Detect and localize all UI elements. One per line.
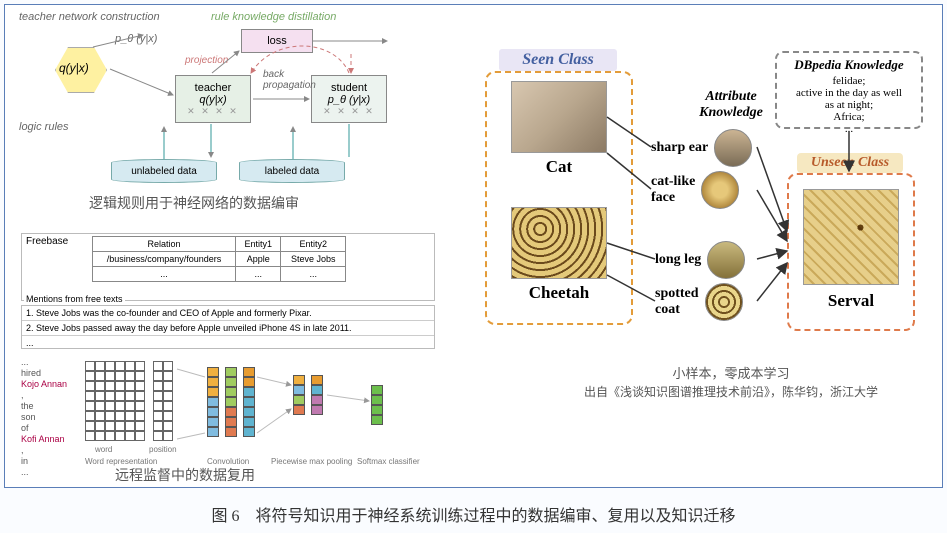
tl-arrows <box>15 11 445 201</box>
cnn-area: ...hiredKojo Annan, thesonofKofi Annan ,… <box>21 357 435 465</box>
cnn-arrows <box>21 357 435 467</box>
axis-softmax: Softmax classifier <box>357 457 420 466</box>
serval-label: Serval <box>801 291 901 311</box>
bottomleft-caption: 远程监督中的数据复用 <box>115 465 255 485</box>
serval-block: Serval <box>801 189 901 311</box>
figure-border: teacher network construction rule knowle… <box>4 4 943 488</box>
mention-2: 2. Steve Jobs passed away the day before… <box>22 321 434 336</box>
topleft-caption: 逻辑规则用于神经网络的数据编审 <box>89 193 299 213</box>
seen-title: Seen Class <box>499 49 617 71</box>
attr-sharp-ear: sharp ear <box>651 129 752 167</box>
long-leg-thumb <box>707 241 745 279</box>
td-entity1: Apple <box>236 252 281 267</box>
serval-image <box>803 189 899 285</box>
cheetah-image <box>511 207 607 279</box>
dbpedia-title: DBpedia Knowledge <box>781 57 917 73</box>
th-relation: Relation <box>93 237 236 252</box>
right-caption: 小样本，零成本学习 出自《浅谈知识图谱推理技术前沿》，陈华钧，浙江大学 <box>561 365 901 401</box>
freebase-table: Relation Entity1 Entity2 /business/compa… <box>92 236 346 282</box>
long-leg-label: long leg <box>655 252 701 268</box>
mentions-frame: Mentions from free texts 1. Steve Jobs w… <box>21 305 435 349</box>
td-dots2: ... <box>236 267 281 282</box>
th-entity2: Entity2 <box>281 237 346 252</box>
cat-label: Cat <box>507 157 611 177</box>
spotted-thumb <box>705 283 743 321</box>
axis-pool: Piecewise max pooling <box>271 457 352 466</box>
cat-face-thumb <box>701 171 739 209</box>
td-entity2: Steve Jobs <box>281 252 346 267</box>
mention-dots: ... <box>22 336 434 350</box>
td-dots1: ... <box>93 267 236 282</box>
right-caption-line1: 小样本，零成本学习 <box>561 365 901 383</box>
sharp-ear-label: sharp ear <box>651 140 708 156</box>
attribute-knowledge-title: Attribute Knowledge <box>691 89 771 121</box>
cat-face-label: cat-like face <box>651 174 695 206</box>
attr-long-leg: long leg <box>655 241 745 279</box>
mention-1: 1. Steve Jobs was the co-founder and CEO… <box>22 306 434 321</box>
cat-image <box>511 81 607 153</box>
unseen-title: Unseen Class <box>797 153 903 173</box>
axis-word: word <box>95 445 112 454</box>
attr-cat-face: cat-like face <box>651 171 739 209</box>
freebase-title: Freebase <box>26 236 68 247</box>
zero-shot-diagram: Seen Class Cat Cheetah Attribute Knowled… <box>477 45 929 375</box>
teacher-student-diagram: teacher network construction rule knowle… <box>15 11 443 199</box>
cat-block: Cat <box>507 81 611 177</box>
dbpedia-body: felidae; active in the day as well as at… <box>781 75 917 135</box>
mentions-title: Mentions from free texts <box>24 294 125 304</box>
figure-caption: 图 6 将符号知识用于神经系统训练过程中的数据编审、复用以及知识迁移 <box>0 502 947 526</box>
sharp-ear-thumb <box>714 129 752 167</box>
dbpedia-box: DBpedia Knowledge felidae; active in the… <box>775 51 923 129</box>
right-caption-line2: 出自《浅谈知识图谱推理技术前沿》，陈华钧，浙江大学 <box>561 383 901 401</box>
td-dots3: ... <box>281 267 346 282</box>
th-entity1: Entity1 <box>236 237 281 252</box>
attr-spotted-coat: spotted coat <box>655 283 743 321</box>
axis-position: position <box>149 445 177 454</box>
spotted-label: spotted coat <box>655 286 699 318</box>
cheetah-block: Cheetah <box>507 207 611 303</box>
cheetah-label: Cheetah <box>507 283 611 303</box>
distant-supervision-diagram: Freebase Relation Entity1 Entity2 /busin… <box>21 233 439 465</box>
td-relation: /business/company/founders <box>93 252 236 267</box>
freebase-frame: Freebase Relation Entity1 Entity2 /busin… <box>21 233 435 301</box>
